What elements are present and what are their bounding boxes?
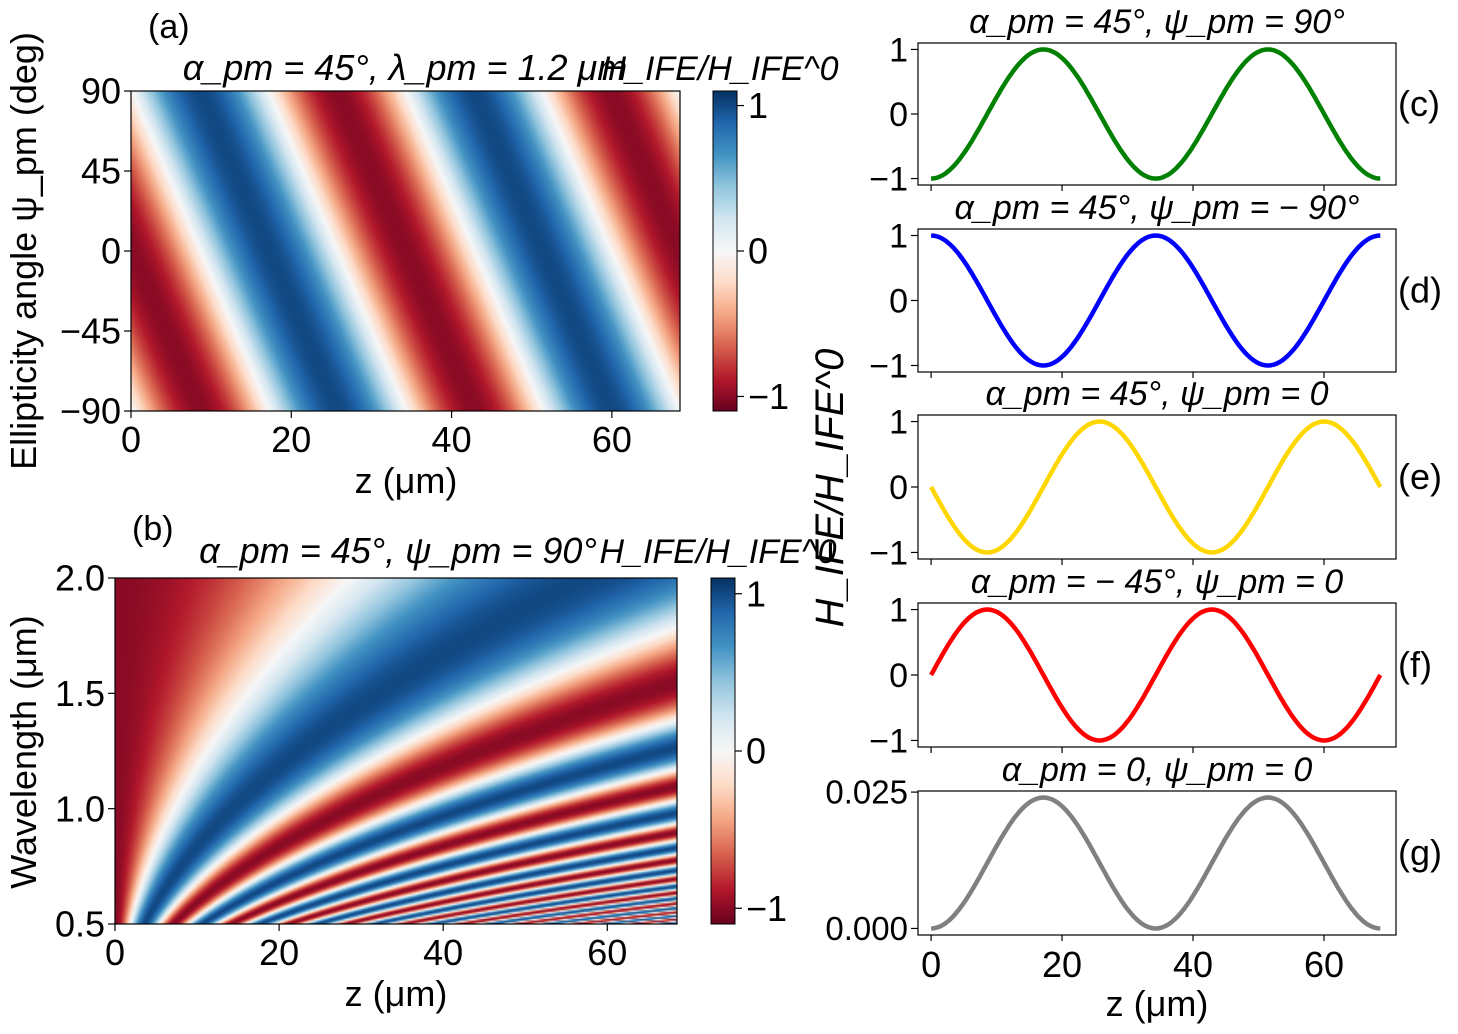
panel-a-ytick-label: 0 (101, 231, 121, 272)
panel-a-ytick-label: −45 (60, 311, 121, 352)
panel-g-title: α_pm = 0, ψ_pm = 0 (1002, 751, 1313, 789)
panel-a-colorbar-tick-label: 0 (748, 231, 768, 272)
panel-a-x-ticks: 0 20 40 60 (121, 411, 632, 460)
panel-b-ytick-label: 1.5 (55, 673, 105, 714)
panel-g-series-line (930, 795, 1381, 931)
panel-a-xtick-label: 60 (592, 419, 632, 460)
panel-c-ytick-label: 1 (889, 31, 908, 69)
panel-c-tag: (c) (1398, 83, 1440, 124)
panel-d-title: α_pm = 45°, ψ_pm = − 90° (955, 189, 1360, 227)
panel-b-title: α_pm = 45°, ψ_pm = 90° (199, 530, 597, 571)
shared-ylabel: H_IFE/H_IFE^0 (808, 349, 852, 628)
panel-a-xtick-label: 20 (271, 419, 311, 460)
panel-d-series-line (930, 233, 1381, 368)
panel-g-frame (917, 790, 1397, 936)
panel-c: α_pm = 45°, ψ_pm = 90° 1 0 −1 (c) (869, 3, 1440, 198)
panel-b-xlabel: z (μm) (345, 973, 448, 1014)
panel-d-ytick-label: −1 (869, 347, 908, 385)
panel-c-ytick-label: 0 (889, 96, 908, 134)
panel-b-y-ticks: 2.0 1.5 1.0 0.5 (55, 558, 115, 945)
panel-b-colorbar-ticks: 1 0 −1 (735, 573, 787, 929)
panel-b-xtick-label: 0 (105, 932, 125, 973)
panel-f-tag: (f) (1398, 644, 1432, 685)
panel-b-x-ticks: 0 20 40 60 (105, 924, 627, 973)
panel-a-colorbar-label: H_IFE/H_IFE^0 (601, 50, 838, 88)
panel-d-ytick-label: 1 (889, 217, 908, 255)
panel-f-ytick-label: 1 (889, 591, 908, 629)
panel-f-ytick-label: −1 (869, 722, 908, 760)
panel-g: α_pm = 0, ψ_pm = 0 0.025 0.000 0 20 40 60 (g) (825, 751, 1442, 985)
panel-e-ytick-label: 0 (889, 469, 908, 507)
panel-e: α_pm = 45°, ψ_pm = 0 1 0 −1 (e) (869, 375, 1442, 572)
panel-d-tag: (d) (1398, 270, 1442, 311)
panel-b-heatmap (115, 578, 677, 924)
panel-a-colorbar-ticks: 1 0 −1 (737, 85, 789, 417)
panel-f-title: α_pm = − 45°, ψ_pm = 0 (971, 563, 1344, 601)
panel-e-tag: (e) (1398, 456, 1442, 497)
panel-b-colorbar-label: H_IFE/H_IFE^0 (599, 533, 836, 571)
panel-g-xtick-label: 20 (1042, 944, 1082, 985)
panel-b-ytick-label: 2.0 (55, 558, 105, 599)
line-panels: α_pm = 45°, ψ_pm = 90°10−1(c)α_pm = 45°,… (825, 3, 1442, 985)
panel-b-tag: (b) (132, 510, 174, 548)
panel-a-heatmap (131, 91, 680, 411)
panel-g-ytick-label: 0.025 (825, 774, 908, 811)
panel-g-xlabel: z (μm) (1106, 983, 1209, 1024)
panel-b-colorbar-tick-label: −1 (746, 888, 787, 929)
panel-a: (a) α_pm = 45°, λ_pm = 1.2 μm H_IFE/H_IF… (3, 8, 839, 501)
panel-b-colorbar-tick-label: 0 (746, 731, 766, 772)
panel-b-xtick-label: 40 (423, 932, 463, 973)
panel-a-ytick-label: −90 (60, 391, 121, 432)
panel-g-xtick-label: 0 (921, 944, 941, 985)
panel-b-ytick-label: 0.5 (55, 904, 105, 945)
panel-a-colorbar-tick-label: 1 (748, 85, 768, 126)
panel-d-ytick-label: 0 (889, 282, 908, 320)
panel-g-xtick-label: 40 (1173, 944, 1213, 985)
panel-c-title: α_pm = 45°, ψ_pm = 90° (969, 3, 1345, 41)
panel-b-colorbar-tick-label: 1 (746, 573, 766, 614)
panel-g-ytick-label: 0.000 (825, 910, 908, 947)
panel-a-y-ticks: 90 45 0 −45 −90 (60, 71, 131, 432)
panel-d: α_pm = 45°, ψ_pm = − 90° 1 0 −1 (d) (869, 189, 1442, 385)
panel-b-frame (114, 577, 678, 925)
panel-b-xtick-label: 20 (259, 932, 299, 973)
panel-e-ytick-label: −1 (869, 534, 908, 572)
panel-b-ylabel: Wavelength (μm) (3, 615, 44, 888)
panel-a-ytick-label: 45 (81, 151, 121, 192)
panel-a-colorbar (712, 90, 738, 412)
panel-g-tag: (g) (1398, 832, 1442, 873)
panel-b-ytick-label: 1.0 (55, 788, 105, 829)
panel-a-colorbar-tick-label: −1 (748, 376, 789, 417)
panel-f-ytick-label: 0 (889, 657, 908, 695)
panel-a-xlabel: z (μm) (355, 460, 458, 501)
panel-c-series-line (930, 47, 1381, 181)
panel-f: α_pm = − 45°, ψ_pm = 0 1 0 −1 (f) (869, 563, 1432, 760)
panel-a-title: α_pm = 45°, λ_pm = 1.2 μm (183, 47, 628, 88)
panel-b: (b) α_pm = 45°, ψ_pm = 90° H_IFE/H_IFE^0… (3, 510, 837, 1014)
panel-a-xtick-label: 40 (432, 419, 472, 460)
panel-c-ytick-label: −1 (869, 160, 908, 198)
panel-a-ytick-label: 90 (81, 71, 121, 112)
panel-e-ytick-label: 1 (889, 403, 908, 441)
panel-a-tag: (a) (148, 8, 190, 46)
panel-b-xtick-label: 60 (587, 932, 627, 973)
panel-b-colorbar (710, 577, 736, 925)
panel-a-ylabel: Ellipticity angle ψ_pm (deg) (3, 32, 44, 470)
panel-a-xtick-label: 0 (121, 419, 141, 460)
panel-e-title: α_pm = 45°, ψ_pm = 0 (985, 375, 1328, 413)
panel-g-xtick-label: 60 (1304, 944, 1344, 985)
